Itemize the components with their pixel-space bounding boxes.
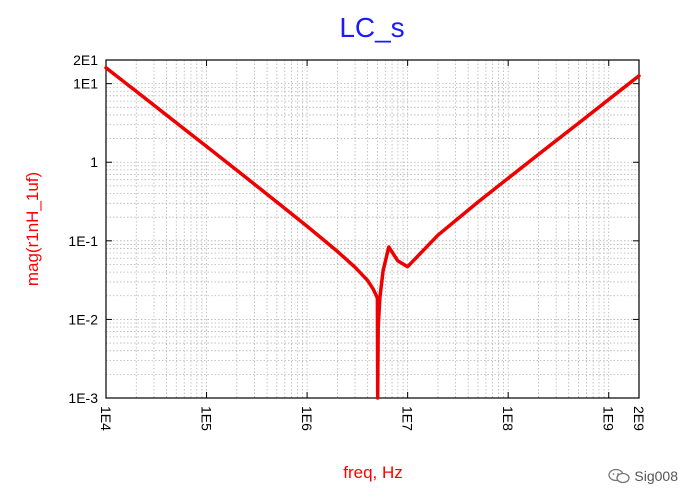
x-tick-label: 1E8 — [500, 406, 516, 431]
x-tick-label: 1E6 — [299, 406, 315, 431]
grid — [106, 60, 639, 398]
x-tick-label: 2E9 — [631, 406, 647, 431]
y-axis-ticks: 2E1 1E1 1 1E-1 1E-2 1E-3 — [68, 52, 639, 406]
wechat-icon — [608, 468, 631, 484]
y-tick-label: 1E-3 — [68, 390, 98, 406]
watermark: Sig008 — [608, 468, 678, 484]
x-axis-ticks: 1E4 1E5 1E6 1E7 1E8 1E9 2E9 — [98, 60, 647, 431]
plot-frame — [105, 59, 640, 399]
y-tick-label: 1E-1 — [68, 233, 98, 249]
y-tick-label: 2E1 — [73, 52, 98, 68]
x-tick-label: 1E7 — [400, 406, 416, 431]
y-tick-label: 1E-2 — [68, 311, 98, 327]
x-axis-label: freq, Hz — [343, 463, 403, 482]
x-tick-label: 1E5 — [199, 406, 215, 431]
watermark-text: Sig008 — [634, 468, 678, 484]
series-line — [104, 66, 641, 400]
y-axis-label: mag(r1nH_1uf) — [23, 172, 42, 286]
chart-title: LC_s — [339, 12, 404, 43]
y-tick-label: 1E1 — [73, 76, 98, 92]
y-tick-label: 1 — [90, 154, 98, 170]
series-layer — [104, 66, 641, 400]
x-tick-label: 1E9 — [601, 406, 617, 431]
x-tick-label: 1E4 — [98, 406, 114, 431]
